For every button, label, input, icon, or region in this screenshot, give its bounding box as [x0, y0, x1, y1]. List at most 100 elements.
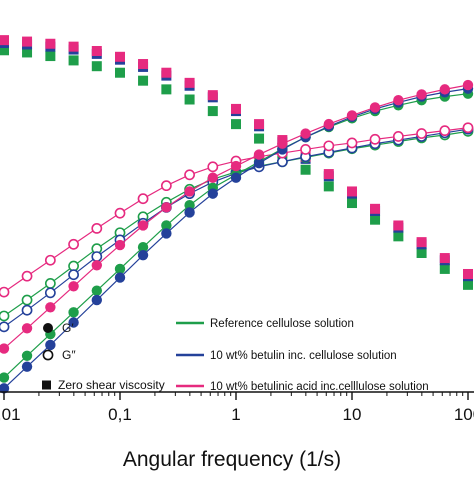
g-double-prime-point: [21, 304, 33, 316]
g-double-prime-point: [91, 251, 103, 263]
viscosity-point: [347, 186, 357, 197]
g-prime-point: [114, 272, 126, 283]
g-prime-point: [137, 242, 149, 253]
plot-area: [0, 35, 474, 394]
g-double-prime-point: [44, 277, 56, 289]
viscosity-point: [254, 133, 265, 144]
g-prime-point: [207, 188, 219, 199]
g-double-prime-point: [68, 269, 79, 281]
g-double-prime-point: [44, 254, 56, 266]
g-double-prime-point: [0, 321, 10, 333]
x-tick-label: 1: [231, 405, 240, 424]
g-double-prime-point: [184, 169, 195, 181]
g-prime-point: [462, 79, 474, 91]
g-prime-point: [230, 160, 242, 172]
viscosity-point: [370, 203, 381, 214]
g-prime-point: [393, 95, 404, 106]
viscosity-point: [439, 263, 450, 274]
g-prime-point: [45, 339, 56, 351]
g-double-prime-point: [369, 133, 381, 145]
g-prime-point: [300, 128, 311, 139]
viscosity-point: [416, 237, 427, 248]
g-prime-point: [91, 285, 103, 296]
g-double-prime-point: [207, 161, 219, 173]
viscosity-point: [115, 67, 125, 78]
g-double-prime-point: [160, 180, 172, 192]
x-axis-label: Angular frequency (1/s): [123, 448, 341, 471]
g-prime-point: [184, 200, 195, 211]
legend-marker-label: G″: [62, 348, 76, 362]
g-double-prime-point: [0, 286, 10, 298]
legend-marker-label: Zero shear viscosity: [58, 378, 165, 392]
g-double-prime-point: [0, 310, 10, 322]
legend-sample-label: 10 wt% betulinic acid inc.celllulose sol…: [210, 381, 429, 393]
g-prime-point: [0, 343, 10, 354]
g-prime-point: [21, 323, 33, 334]
g-prime-point: [0, 372, 10, 383]
g-prime-point: [207, 172, 219, 183]
g-prime-point: [91, 294, 103, 306]
g-double-prime-point: [137, 193, 149, 205]
g-prime-point: [184, 207, 195, 218]
legend-marker-2: [42, 349, 54, 361]
g-prime-point: [369, 102, 381, 113]
g-prime-point: [68, 307, 79, 318]
g-prime-point: [253, 158, 265, 169]
g-prime-point: [45, 302, 56, 313]
x-tick-label: 10: [343, 405, 362, 424]
g-prime-point: [137, 249, 149, 261]
viscosity-point: [91, 61, 102, 72]
viscosity-point: [207, 90, 218, 101]
viscosity-point: [231, 119, 241, 130]
g-prime-point: [114, 239, 126, 251]
g-double-prime-point: [392, 131, 404, 142]
viscosity-point: [138, 59, 149, 70]
viscosity-point: [45, 38, 56, 49]
viscosity-point: [254, 119, 265, 130]
g-prime-point: [91, 260, 103, 271]
viscosity-point: [68, 55, 79, 66]
viscosity-point: [439, 253, 450, 264]
g-prime-point: [0, 383, 10, 394]
g-prime-point: [439, 84, 451, 95]
viscosity-point: [184, 94, 195, 105]
viscosity-point: [115, 51, 125, 62]
g-prime-point: [137, 220, 149, 231]
g-prime-point: [114, 263, 126, 275]
viscosity-point: [370, 214, 381, 225]
x-tick-label: 0,1: [108, 405, 132, 424]
viscosity-point: [207, 106, 218, 117]
viscosity-point: [393, 220, 404, 231]
g-prime-point: [416, 89, 427, 100]
g-double-prime-point: [462, 122, 474, 134]
g-prime-point: [21, 350, 33, 361]
x-axis: 0,01 0,1 1 10 100: [0, 391, 474, 424]
g-double-prime-point: [416, 128, 427, 139]
viscosity-point: [323, 169, 334, 180]
g-double-prime-point: [439, 125, 451, 137]
legend-sample-label: 10 wt% betulin inc. cellulose solution: [210, 350, 397, 362]
viscosity-point: [347, 198, 357, 209]
viscosity-point: [22, 36, 33, 47]
g-double-prime-point: [91, 222, 103, 234]
g-double-prime-point: [276, 156, 288, 168]
g-double-prime-point: [68, 260, 79, 272]
viscosity-point: [45, 51, 56, 62]
g-prime-point: [21, 361, 33, 372]
viscosity-point: [22, 47, 33, 58]
g-double-prime-point: [68, 238, 79, 250]
x-tick-label: 100: [454, 405, 474, 424]
g-prime-point: [230, 172, 242, 183]
legend-marker-label: G′: [62, 321, 74, 335]
g-prime-point: [161, 202, 172, 213]
viscosity-point: [300, 164, 311, 175]
g-prime-point: [161, 228, 172, 239]
legend-marker-3: [42, 380, 51, 390]
g-double-prime-point: [21, 270, 33, 282]
x-tick-label: 0,01: [0, 405, 21, 424]
g-double-prime-point: [21, 294, 33, 306]
legend-sample-label: Reference cellulose solution: [210, 318, 354, 330]
viscosity-point: [91, 45, 102, 56]
